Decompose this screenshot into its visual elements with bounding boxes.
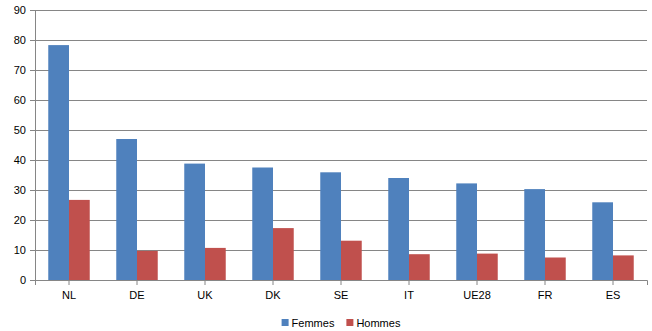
bar: [477, 254, 498, 280]
x-tick-label: UK: [197, 289, 213, 301]
y-tick-label: 30: [14, 184, 26, 196]
bar: [592, 202, 613, 280]
y-tick-mark: [30, 10, 35, 11]
bar: [69, 200, 90, 280]
x-tick-mark: [205, 280, 206, 285]
x-tick-label: DE: [129, 289, 144, 301]
y-tick: 70: [14, 64, 35, 76]
x-tick-label: FR: [538, 289, 553, 301]
y-axis: 0 10 20 30 40 50 60 70 80 90: [14, 4, 36, 286]
y-tick: 0: [20, 274, 35, 286]
y-tick-mark: [30, 220, 35, 221]
x-tick: SE: [334, 280, 349, 301]
y-tick: 20: [14, 214, 35, 226]
y-tick-mark: [30, 190, 35, 191]
x-tick-label: ES: [606, 289, 621, 301]
grid-line: [35, 100, 647, 101]
y-tick: 60: [14, 94, 35, 106]
bar: [341, 241, 362, 280]
bar: [205, 248, 226, 280]
legend-swatch: [282, 319, 289, 326]
y-tick-label: 10: [14, 244, 26, 256]
y-tick-label: 80: [14, 34, 26, 46]
y-tick: 90: [14, 4, 35, 16]
x-tick-mark: [69, 280, 70, 285]
y-tick-mark: [30, 40, 35, 41]
x-tick-mark: [477, 280, 478, 285]
x-tick: UE28: [463, 280, 491, 301]
y-tick: 30: [14, 184, 35, 196]
bar: [409, 254, 430, 280]
x-tick-mark: [137, 280, 138, 285]
bar: [524, 189, 545, 280]
bar: [613, 255, 634, 280]
bars: [48, 45, 633, 280]
legend-label: Femmes: [292, 317, 335, 329]
x-tick: FR: [538, 280, 553, 301]
legend-item: Femmes: [282, 317, 335, 329]
y-tick-mark: [30, 280, 35, 281]
x-tick-label: UE28: [463, 289, 491, 301]
y-tick: 40: [14, 154, 35, 166]
y-tick-label: 40: [14, 154, 26, 166]
y-tick-mark: [30, 130, 35, 131]
bar: [388, 178, 409, 280]
y-tick: 50: [14, 124, 35, 136]
legend-label: Hommes: [356, 317, 401, 329]
bar: [116, 139, 137, 280]
grid-line: [35, 130, 647, 131]
y-tick-mark: [30, 100, 35, 101]
y-tick-mark: [30, 160, 35, 161]
y-tick-label: 50: [14, 124, 26, 136]
bar: [545, 258, 566, 281]
y-tick-label: 60: [14, 94, 26, 106]
x-tick: NL: [62, 280, 76, 301]
y-axis-line: [30, 11, 36, 281]
bar: [137, 251, 158, 280]
chart: 0 10 20 30 40 50 60 70 80 90 NL DE UK DK SE IT UE28 FR ES F…: [0, 0, 652, 331]
bar: [184, 164, 205, 280]
bar: [456, 183, 477, 280]
x-tick-label: NL: [62, 289, 76, 301]
series: [48, 45, 613, 280]
legend-item: Hommes: [346, 317, 401, 329]
grid-line: [35, 70, 647, 71]
x-tick-mark: [409, 280, 410, 285]
legend-swatch: [346, 319, 353, 326]
y-tick-mark: [30, 250, 35, 251]
y-tick-label: 0: [20, 274, 26, 286]
grid: [35, 10, 647, 280]
x-tick-mark: [273, 280, 274, 285]
x-tick: ES: [606, 280, 621, 301]
x-tick-label: SE: [334, 289, 349, 301]
y-tick-label: 20: [14, 214, 26, 226]
x-tick: DE: [129, 280, 144, 301]
x-tick-label: IT: [404, 289, 414, 301]
x-tick-mark: [341, 280, 342, 285]
bar: [252, 168, 273, 281]
series: [69, 200, 634, 280]
y-tick-label: 70: [14, 64, 26, 76]
x-axis-line: [36, 281, 648, 286]
x-tick: DK: [265, 280, 281, 301]
x-tick-label: DK: [265, 289, 281, 301]
plot: 0 10 20 30 40 50 60 70 80 90 NL DE UK DK SE IT UE28 FR ES: [14, 4, 648, 301]
y-tick: 80: [14, 34, 35, 46]
x-tick-mark: [545, 280, 546, 285]
y-tick: 10: [14, 244, 35, 256]
bar: [273, 228, 294, 280]
x-tick: IT: [404, 280, 414, 301]
grid-line: [35, 40, 647, 41]
x-tick: UK: [197, 280, 213, 301]
x-tick-mark: [613, 280, 614, 285]
grid-line: [35, 10, 647, 11]
legend: Femmes Hommes: [282, 317, 401, 329]
y-tick-label: 90: [14, 4, 26, 16]
bar: [320, 172, 341, 280]
y-tick-mark: [30, 70, 35, 71]
bar: [48, 45, 69, 280]
x-axis: NL DE UK DK SE IT UE28 FR ES: [36, 280, 648, 301]
